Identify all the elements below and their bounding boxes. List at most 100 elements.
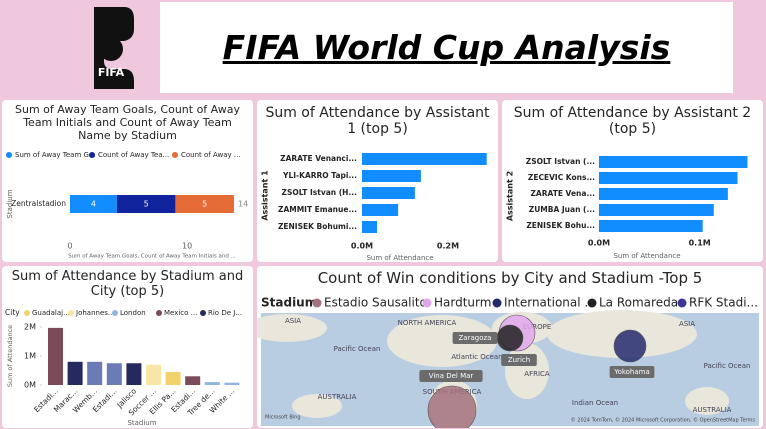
legend-label: International ...: [504, 296, 596, 310]
chart: Stadium Estadio Sausalito Hardturm Internat…: [257, 296, 759, 428]
logo-shape: [94, 7, 134, 89]
map-land: [257, 314, 327, 342]
map-region-label: ASIA: [679, 320, 695, 328]
map-region-label: AUSTRALIA: [693, 406, 732, 414]
bar-segment: [116, 195, 176, 213]
legend-marker: [200, 310, 206, 316]
x-axis-label: Sum of Attendance: [613, 252, 680, 260]
legend-marker: [492, 298, 502, 308]
x-axis-label: Sum of Attendance: [366, 254, 433, 262]
bar: [599, 156, 748, 168]
bar: [165, 371, 181, 385]
data-label: 4: [91, 200, 96, 209]
bar: [599, 188, 728, 200]
chart-title: Sum of Away Team Goals, Count of Away Te…: [14, 103, 241, 142]
chart: Assistant 2 0.0M 0.1M Sum of Attendance ZSOL…: [506, 156, 748, 260]
logo-text: FIFA: [98, 66, 125, 79]
map-bubble: [427, 385, 477, 428]
legend-label: Estadio Sausalito: [324, 296, 427, 310]
map-label-box: [609, 366, 655, 378]
legend-marker: [6, 152, 12, 158]
map-city-label: Yokohama: [613, 368, 650, 376]
bar: [362, 153, 487, 165]
map-region-label: Pacific Ocean: [334, 345, 381, 353]
bar: [362, 187, 415, 199]
bar: [224, 382, 240, 385]
y-tick-label: ZUMBA Juan (...: [529, 205, 595, 214]
chart: City Guadalaj... Johannes... London Mexico .…: [5, 308, 242, 427]
bar: [48, 327, 63, 385]
y-tick-label: YLI-KARRO Tapi...: [282, 171, 357, 180]
bar: [185, 376, 201, 385]
map-region-label: Atlantic Ocean: [451, 353, 502, 361]
chart: Sum of Away Team G... Count of Away Tea..…: [6, 151, 248, 260]
legend-marker: [89, 152, 95, 158]
y-tick-label: 2M: [24, 323, 36, 332]
y-tick-label: ZECEVIC Kons...: [528, 173, 595, 182]
chart-title: Sum of Attendance by Assistant 1 (top 5): [265, 105, 490, 137]
x-axis-label: Sum of Away Team Goals, Count of Away Te…: [68, 254, 236, 260]
chart-title: Count of Win conditions by City and Stad…: [317, 269, 703, 287]
legend-marker: [312, 298, 322, 308]
map-bubble: [613, 329, 647, 363]
bar: [126, 363, 142, 385]
chart-title: Sum of Attendance by Stadium and City (t…: [11, 269, 244, 299]
x-tick-label: 0: [67, 242, 72, 251]
y-axis-label: Stadium: [6, 189, 14, 218]
legend-marker: [156, 310, 162, 316]
bar: [599, 220, 703, 232]
map-land: [292, 394, 342, 418]
x-tick-label: 0.0M: [351, 242, 373, 251]
panel: Assistant 1 0.0M 0.2M Sum of Attendance ZARA…: [257, 100, 498, 262]
bar: [106, 363, 122, 385]
map-region-label: EUROPE: [523, 323, 552, 331]
y-tick-label: ZAMMIT Emanue...: [278, 205, 357, 214]
y-tick-label: 0M: [24, 381, 36, 390]
legend-marker: [422, 298, 432, 308]
map-region-label: Pacific Ocean: [704, 362, 751, 370]
legend-label: London: [120, 309, 146, 317]
y-tick-label: 1M: [24, 352, 36, 361]
map-label-box: [501, 354, 537, 366]
map-region-label: AFRICA: [524, 370, 550, 378]
y-tick-label: ZENISEK Bohumi...: [278, 222, 357, 231]
panel: Stadium Estadio Sausalito Hardturm Internat…: [257, 266, 763, 428]
panel: Assistant 2 0.0M 0.1M Sum of Attendance ZSOL…: [502, 100, 763, 262]
bar-segment: [175, 195, 234, 213]
y-axis-label: Assistant 2: [506, 171, 515, 221]
map-attribution: © 2024 TomTom, © 2024 Microsoft Corporat…: [571, 417, 756, 424]
bar-segment: [70, 195, 117, 213]
map-city-label: Vina Del Mar: [429, 372, 474, 380]
y-tick-label: ZENISEK Bohu...: [526, 221, 595, 230]
chart: Assistant 1 0.0M 0.2M Sum of Attendance ZARA…: [261, 153, 487, 262]
bar: [204, 382, 220, 385]
legend-marker: [112, 310, 118, 316]
legend-label: Hardturm: [434, 296, 491, 310]
bar: [599, 204, 714, 216]
legend-marker: [24, 310, 30, 316]
x-tick-label: 0.2M: [437, 242, 459, 251]
bar: [146, 364, 161, 385]
header: [160, 2, 733, 93]
data-label: 5: [144, 200, 149, 209]
map-land: [387, 315, 497, 367]
data-label: 5: [202, 200, 207, 209]
map-label-box: [419, 370, 483, 382]
map-label-box: [452, 332, 498, 344]
map-region-label: AUSTRALIA: [318, 393, 357, 401]
map-city-label: Zaragoza: [459, 334, 492, 342]
map-land: [685, 387, 729, 415]
legend-marker: [172, 152, 178, 158]
legend-label: Guadalaj...: [32, 309, 70, 317]
legend-label: Count of Away Tea...: [98, 151, 169, 159]
map-region-label: NORTH AMERICA: [398, 319, 457, 327]
y-axis-label: Sum of Attendance: [6, 325, 14, 387]
legend-label: La Romareda: [599, 296, 678, 310]
legend-label: RFK Stadi...: [689, 296, 758, 310]
legend-marker: [677, 298, 687, 308]
legend-label: Johannes...: [75, 309, 115, 317]
legend-marker: [587, 298, 597, 308]
bar: [362, 221, 378, 233]
x-tick-label: 10: [182, 242, 192, 251]
